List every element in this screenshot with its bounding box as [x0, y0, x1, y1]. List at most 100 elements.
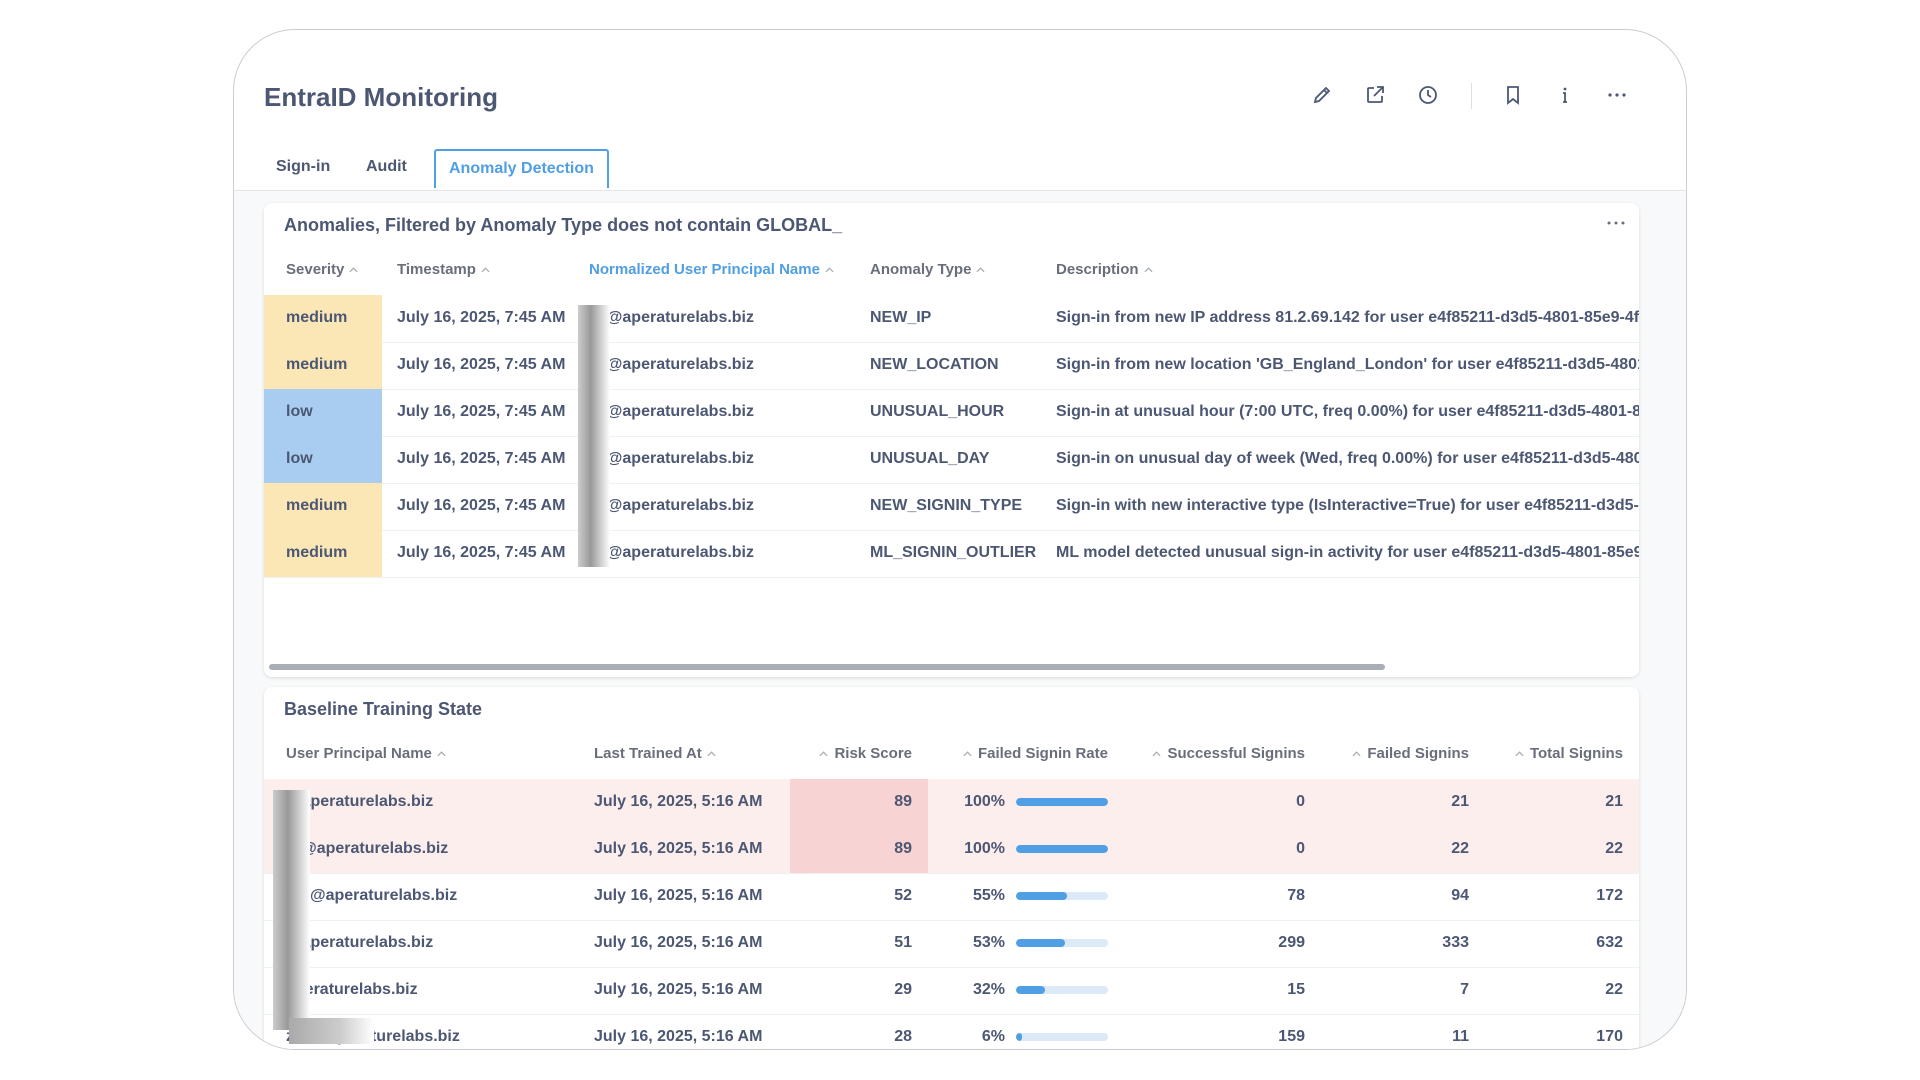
- rate-bar: [1016, 1033, 1022, 1041]
- description: Sign-in from new location 'GB_England_Lo…: [1056, 356, 1639, 373]
- column-header[interactable]: Anomaly Type: [870, 261, 972, 278]
- severity: low: [286, 403, 313, 420]
- user-principal-name: ya@aperaturelabs.biz: [589, 403, 754, 420]
- column-header[interactable]: Failed Signin Rate: [977, 745, 1108, 762]
- timestamp: July 16, 2025, 7:45 AM: [397, 356, 566, 373]
- info-icon[interactable]: [1553, 83, 1577, 107]
- card-title: Anomalies, Filtered by Anomaly Type does…: [284, 215, 843, 235]
- user-principal-name: ya@aperaturelabs.biz: [589, 497, 754, 514]
- total-signins: 22: [1605, 840, 1623, 857]
- severity: medium: [286, 309, 348, 326]
- description: Sign-in from new IP address 81.2.69.142 …: [1056, 309, 1639, 326]
- failed-signin-rate: 55%: [972, 887, 1005, 904]
- bookmark-icon[interactable]: [1501, 83, 1525, 107]
- risk-score: 52: [894, 887, 912, 904]
- history-icon[interactable]: [1416, 83, 1440, 107]
- total-signins: 632: [1596, 934, 1623, 951]
- timestamp: July 16, 2025, 7:45 AM: [397, 497, 566, 514]
- timestamp: July 16, 2025, 7:45 AM: [397, 309, 566, 326]
- row-divider: [264, 435, 1639, 437]
- column-header[interactable]: Normalized User Principal Name: [589, 261, 820, 278]
- user-principal-name: ya@aperaturelabs.biz: [589, 309, 754, 326]
- highlight-row: [264, 778, 1639, 826]
- user-principal-name: ya@aperaturelabs.biz: [589, 544, 754, 561]
- column-header[interactable]: Timestamp: [397, 261, 476, 278]
- failed-signins: 333: [1442, 934, 1469, 951]
- tab[interactable]: Anomaly Detection: [434, 149, 609, 188]
- severity-cell: [264, 435, 382, 483]
- severity: medium: [286, 544, 348, 561]
- card-title: Baseline Training State: [284, 699, 483, 719]
- row-divider: [264, 872, 1639, 874]
- anomaly-type: NEW_IP: [870, 309, 932, 326]
- timestamp: July 16, 2025, 7:45 AM: [397, 403, 566, 420]
- sort-arrow: [825, 267, 834, 273]
- total-signins: 170: [1596, 1028, 1623, 1045]
- last-trained-at: July 16, 2025, 5:16 AM: [594, 981, 763, 998]
- risk-score: 89: [894, 793, 912, 810]
- column-header[interactable]: Risk Score: [834, 745, 912, 762]
- anomaly-type: UNUSUAL_HOUR: [870, 403, 1005, 420]
- successful-signins: 15: [1287, 981, 1305, 998]
- description: ML model detected unusual sign-in activi…: [1056, 544, 1639, 561]
- last-trained-at: July 16, 2025, 5:16 AM: [594, 793, 763, 810]
- rate-bar: [1016, 939, 1065, 947]
- card-menu[interactable]: [1604, 217, 1628, 229]
- rate-bar-track: [1016, 986, 1108, 994]
- failed-signins: 21: [1451, 793, 1469, 810]
- risk-score: 28: [894, 1028, 912, 1045]
- severity-cell: [264, 529, 382, 577]
- risk-score: 51: [894, 934, 912, 951]
- dashboard-frame: EntraID Monitoring Anomalies, Filtered b…: [233, 29, 1687, 1050]
- risk-highlight: [790, 825, 928, 873]
- sort-arrow: [1515, 751, 1524, 757]
- rate-bar: [1016, 892, 1067, 900]
- anomaly-type: NEW_SIGNIN_TYPE: [870, 497, 1023, 514]
- risk-score: 89: [894, 840, 912, 857]
- tab[interactable]: Sign-in: [276, 158, 331, 175]
- severity: medium: [286, 497, 348, 514]
- total-signins: 172: [1596, 887, 1623, 904]
- horizontal-scrollbar[interactable]: [269, 664, 1385, 670]
- successful-signins: 159: [1278, 1028, 1305, 1045]
- timestamp: July 16, 2025, 7:45 AM: [397, 450, 566, 467]
- column-header[interactable]: Severity: [286, 261, 345, 278]
- tab-divider: [234, 190, 1686, 191]
- rate-bar-track: [1016, 845, 1108, 853]
- rate-bar: [1016, 986, 1046, 994]
- failed-signin-rate: 53%: [972, 934, 1005, 951]
- baseline-card: Baseline Training State User Principal N…: [264, 687, 1639, 1049]
- column-header[interactable]: Total Signins: [1529, 745, 1623, 762]
- row-divider: [264, 482, 1639, 484]
- sort-arrow: [976, 267, 985, 273]
- description: Sign-in at unusual hour (7:00 UTC, freq …: [1056, 403, 1639, 420]
- redaction: [578, 305, 610, 567]
- risk-highlight: [790, 778, 928, 826]
- description: Sign-in on unusual day of week (Wed, fre…: [1056, 450, 1639, 467]
- column-header[interactable]: Description: [1056, 261, 1139, 278]
- successful-signins: 0: [1296, 840, 1305, 857]
- row-divider: [264, 966, 1639, 968]
- column-header[interactable]: Last Trained At: [594, 745, 702, 762]
- user-principal-name: @aperaturelabs.biz: [286, 793, 434, 810]
- failed-signins: 7: [1460, 981, 1469, 998]
- sort-arrow: [707, 751, 716, 757]
- successful-signins: 299: [1278, 934, 1305, 951]
- column-header[interactable]: Successful Signins: [1167, 745, 1305, 762]
- column-header[interactable]: Failed Signins: [1367, 745, 1469, 762]
- successful-signins: 0: [1296, 793, 1305, 810]
- edit-icon[interactable]: [1310, 83, 1334, 107]
- risk-score: 29: [894, 981, 912, 998]
- toolbar-separator: [1471, 83, 1472, 109]
- total-signins: 21: [1605, 793, 1623, 810]
- tab[interactable]: Audit: [366, 158, 407, 175]
- severity-cell: [264, 341, 382, 389]
- share-icon[interactable]: [1363, 83, 1387, 107]
- anomaly-type: UNUSUAL_DAY: [870, 450, 990, 467]
- more-icon[interactable]: [1605, 83, 1629, 107]
- failed-signins: 11: [1452, 1028, 1469, 1045]
- redaction: [289, 1018, 374, 1044]
- column-header[interactable]: User Principal Name: [286, 745, 432, 762]
- description: Sign-in with new interactive type (IsInt…: [1056, 497, 1639, 514]
